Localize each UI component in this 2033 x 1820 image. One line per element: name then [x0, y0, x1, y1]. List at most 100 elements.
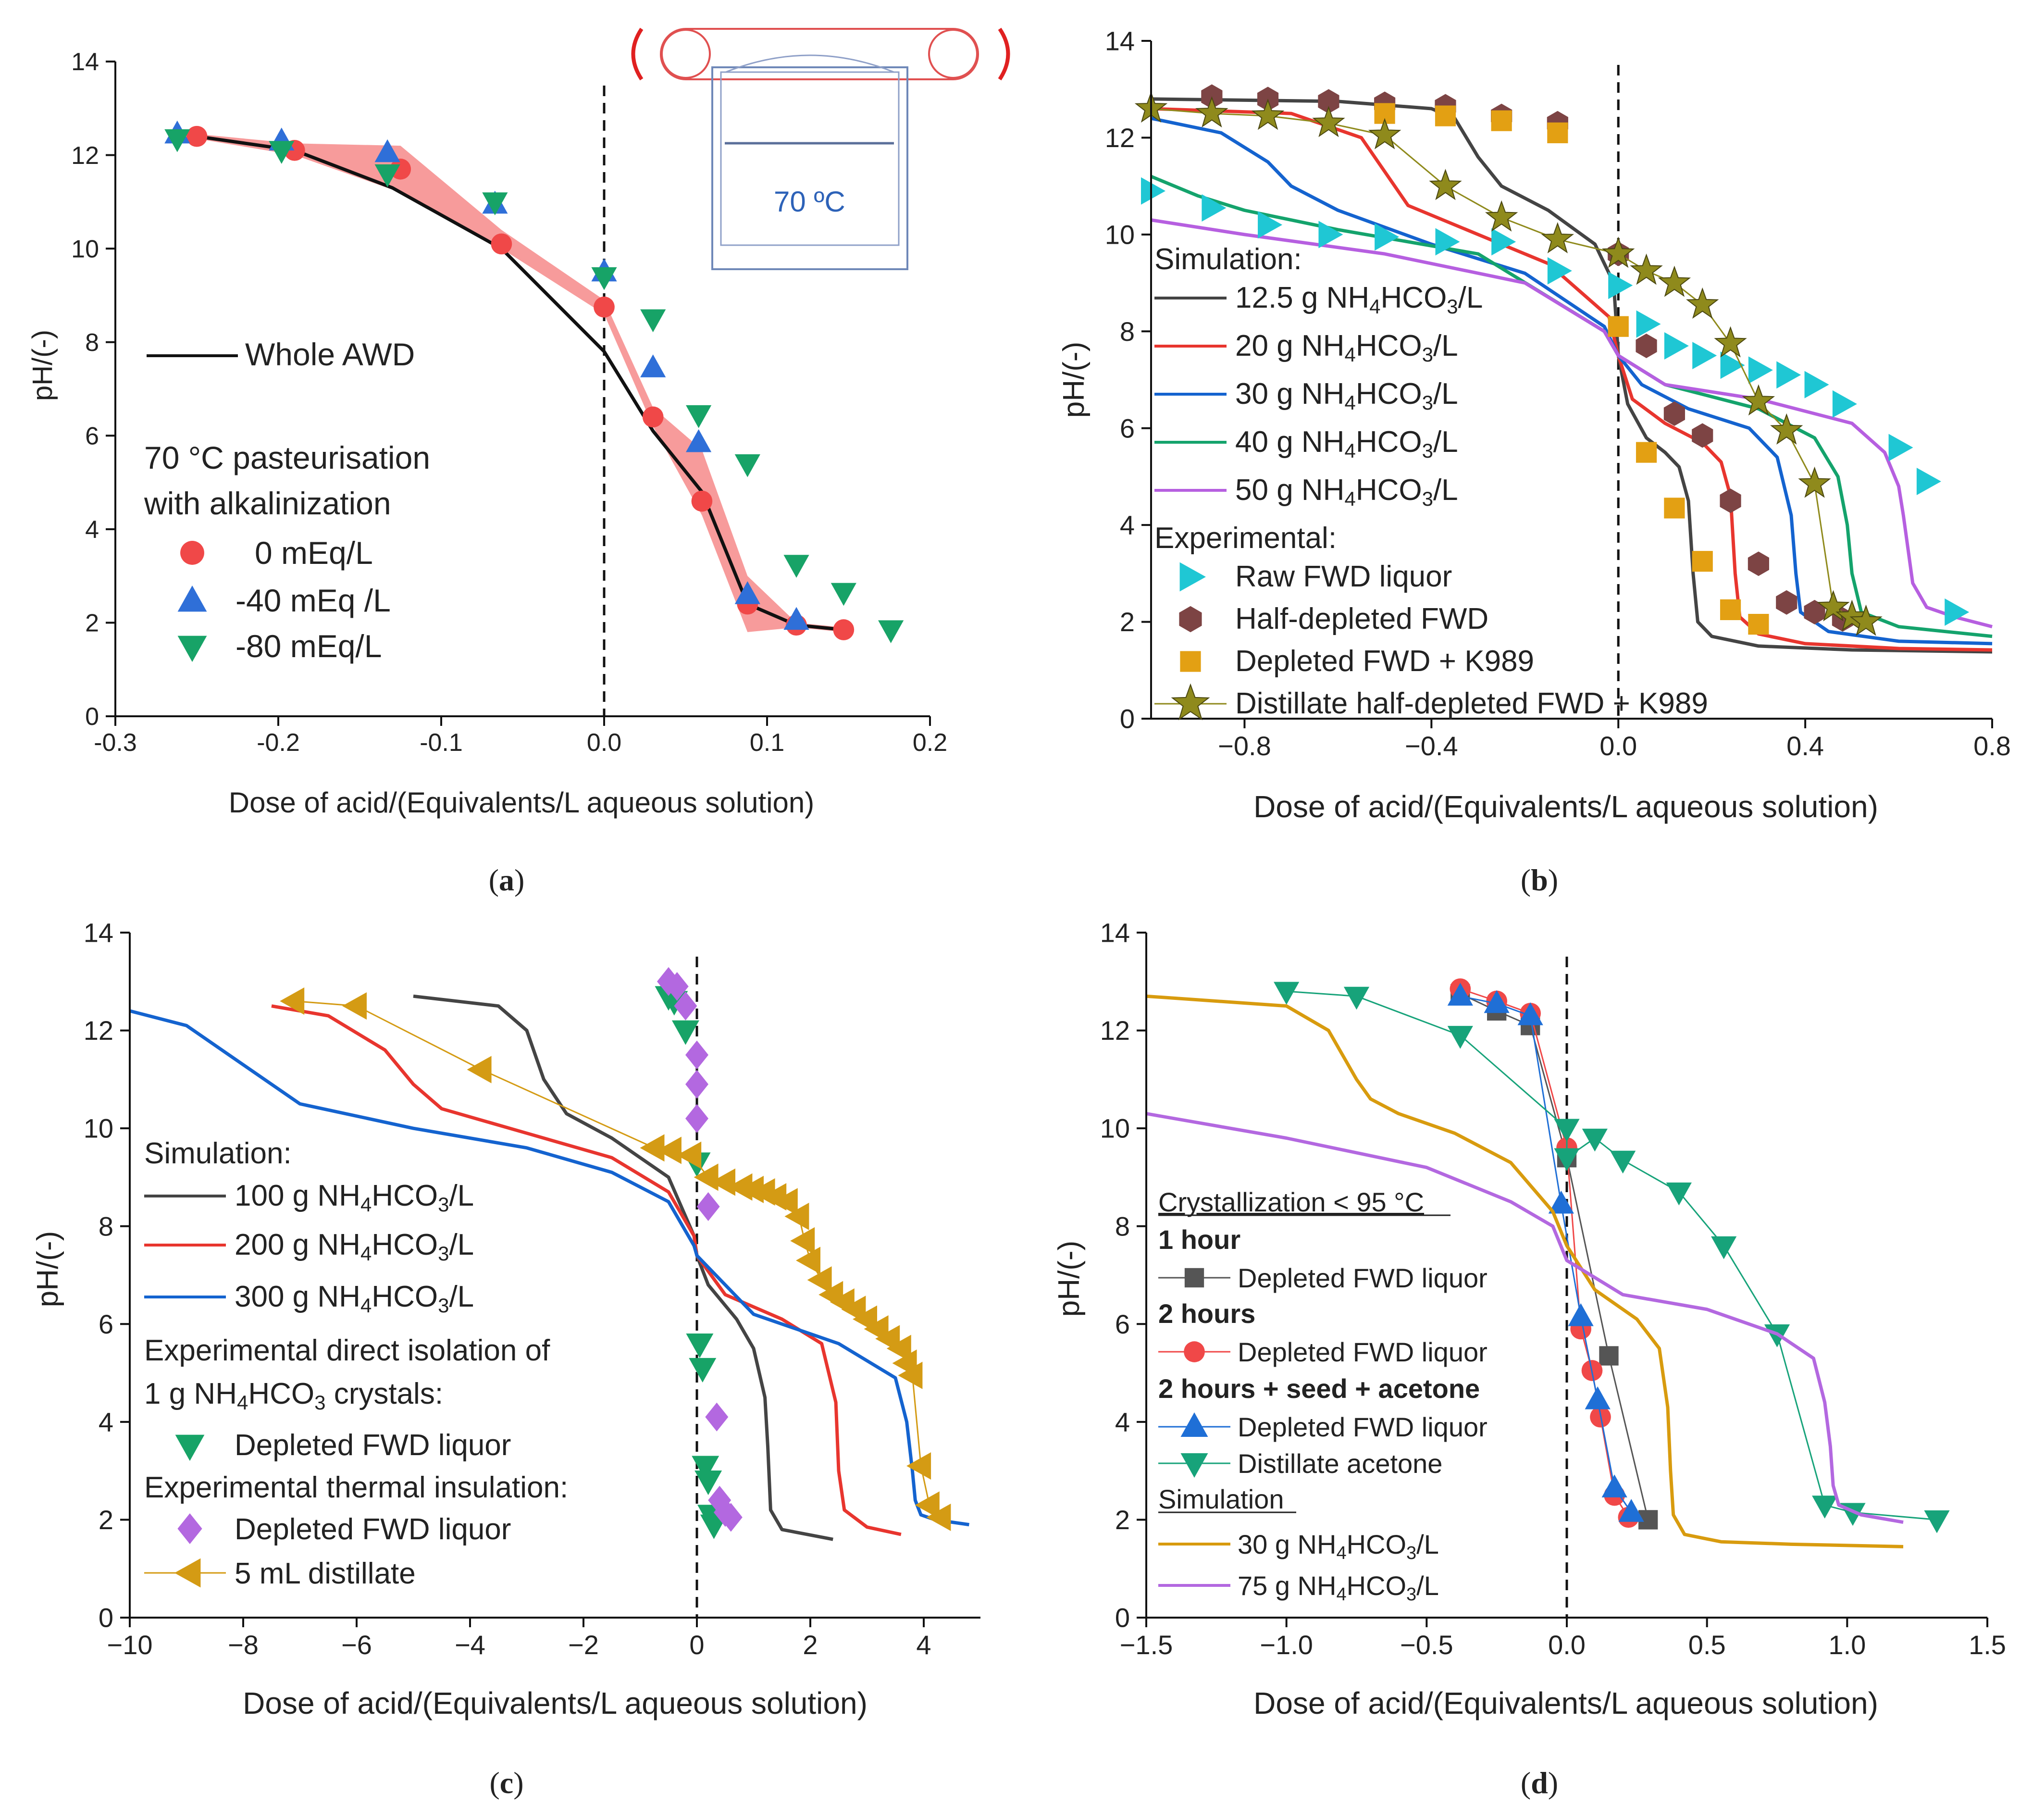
data-point — [898, 1361, 923, 1389]
series-4 — [1151, 218, 1993, 629]
legend-label-0meq: 0 mEq/L — [255, 535, 373, 571]
data-point — [269, 141, 295, 164]
data-point — [1517, 1002, 1543, 1025]
y-tick-label: 0 — [1120, 704, 1135, 734]
legend-marker-depleted-k989 — [1180, 651, 1201, 672]
data-point — [1720, 351, 1745, 379]
x-tick-label: 2 — [803, 1630, 818, 1660]
y-tick-label: 10 — [71, 235, 99, 263]
legend-marker-2-hours-shape — [1184, 1341, 1205, 1362]
panel-c: −10 −8 −6 −4 −2 0 2 4 0 2 4 6 8 10 12 14 pH/(-) Dose of… — [31, 918, 980, 1800]
axes-c: −10 −8 −6 −4 −2 0 2 4 0 2 4 6 8 10 12 14 — [84, 918, 980, 1660]
legend-label-depleted-k989: Depleted FWD + K989 — [1235, 645, 1534, 678]
series-line — [197, 135, 844, 632]
legend-marker-distillate-acetone — [1180, 1453, 1208, 1478]
data-point — [1776, 361, 1801, 389]
x-tick-label: -0.2 — [257, 729, 300, 757]
data-point — [1435, 105, 1456, 126]
x-tick-label: -0.1 — [420, 729, 463, 757]
data-point — [164, 129, 190, 152]
data-point — [686, 429, 712, 452]
data-point — [1195, 96, 1228, 128]
y-tick-label: 14 — [1100, 918, 1130, 948]
data-point — [685, 1070, 708, 1099]
legend-header-simulation: Simulation: — [144, 1137, 292, 1170]
series-layer-b — [1134, 65, 1993, 719]
data-point — [686, 405, 712, 428]
y-axis-title: pH/(-) — [27, 330, 58, 401]
y-tick-label: 14 — [84, 918, 113, 948]
axes-d: −1.5 −1.0 −0.5 0.0 0.5 1.0 1.5 0 2 4 6 8 10 12 14 — [1100, 918, 2006, 1660]
legend-header-1-hour: 1 hour — [1158, 1224, 1240, 1255]
data-point — [674, 991, 697, 1021]
data-point — [1608, 272, 1633, 299]
x-tick-label: -0.3 — [94, 729, 137, 757]
data-point — [1610, 1150, 1636, 1174]
legend-marker-1-hour-shape — [1184, 1268, 1204, 1288]
plot-area-a — [115, 62, 930, 716]
data-point — [1568, 1303, 1594, 1326]
x-tick-label: 1.0 — [1828, 1630, 1866, 1660]
legend-marker-distillate — [1171, 683, 1210, 721]
legend-marker-raw-fwd — [1179, 562, 1206, 592]
plot-frame — [130, 933, 980, 1618]
legend-header-seed-acetone: 2 hours + seed + acetone — [1158, 1373, 1480, 1404]
data-point — [1630, 253, 1663, 285]
data-point — [1812, 1496, 1838, 1519]
data-point — [1274, 982, 1300, 1005]
legend-marker-1-hour — [1184, 1268, 1204, 1288]
y-axis-title: pH/(-) — [1053, 1241, 1086, 1317]
data-point — [719, 1503, 743, 1532]
x-tick-label: −6 — [341, 1630, 372, 1660]
y-tick-label: 8 — [1120, 316, 1135, 347]
legend-label-40meq: -40 mEq /L — [236, 583, 391, 618]
data-point — [657, 1136, 682, 1164]
legend-marker-seed-depleted-shape — [1180, 1412, 1208, 1437]
data-point — [1636, 442, 1657, 463]
legend-title-line-1: 70 °C pasteurisation — [144, 440, 430, 475]
data-point — [692, 1456, 719, 1481]
data-point — [696, 1192, 720, 1221]
x-tick-label: −1.0 — [1260, 1630, 1313, 1660]
data-point — [1429, 169, 1462, 200]
data-point — [1664, 498, 1685, 519]
legend-header-2-hours: 2 hours — [1158, 1298, 1255, 1329]
data-point — [1435, 228, 1460, 256]
x-tick-label: −2 — [568, 1630, 599, 1660]
data-point — [734, 454, 760, 477]
panel-b: −0.8 −0.4 0.0 0.4 0.8 0 2 4 6 8 10 12 14 pH/(-) Dose… — [1057, 26, 2011, 897]
data-point — [728, 1173, 753, 1201]
data-point — [1692, 423, 1713, 448]
data-point — [671, 1020, 699, 1045]
data-point — [1447, 983, 1473, 1006]
data-point — [1547, 257, 1572, 285]
legend-label-1-hour: Depleted FWD liquor — [1238, 1263, 1488, 1293]
legend-marker-distillate-shape — [1171, 683, 1210, 721]
data-point — [773, 1188, 798, 1216]
data-point — [790, 1227, 815, 1255]
data-point — [1714, 326, 1747, 358]
legend-marker-depleted-k989-shape — [1180, 651, 1201, 672]
data-point — [1686, 287, 1719, 319]
y-tick-label: 10 — [1100, 1113, 1130, 1144]
x-tick-label: −0.5 — [1400, 1630, 1453, 1660]
data-point — [640, 309, 666, 333]
data-point — [796, 1247, 820, 1274]
data-point — [1835, 599, 1869, 631]
data-point — [642, 406, 664, 428]
data-point — [665, 972, 689, 1001]
data-point — [594, 296, 615, 318]
legend-marker-half-depleted — [1179, 606, 1202, 633]
data-point — [783, 555, 809, 578]
y-tick-label: 14 — [1105, 26, 1135, 56]
y-tick-label: 6 — [1120, 413, 1135, 443]
panel-d: −1.5 −1.0 −0.5 0.0 0.5 1.0 1.5 0 2 4 6 8 10 12 14 pH/(… — [1053, 918, 2006, 1800]
y-tick-label: 12 — [1105, 123, 1135, 153]
y-tick-label: 12 — [84, 1015, 113, 1046]
x-tick-label: −1.5 — [1120, 1630, 1173, 1660]
legend-label-80meq: -80 mEq/L — [236, 628, 382, 664]
series-line — [1151, 97, 1993, 654]
data-point — [342, 992, 367, 1020]
panel-label-a: (a) — [489, 863, 525, 897]
